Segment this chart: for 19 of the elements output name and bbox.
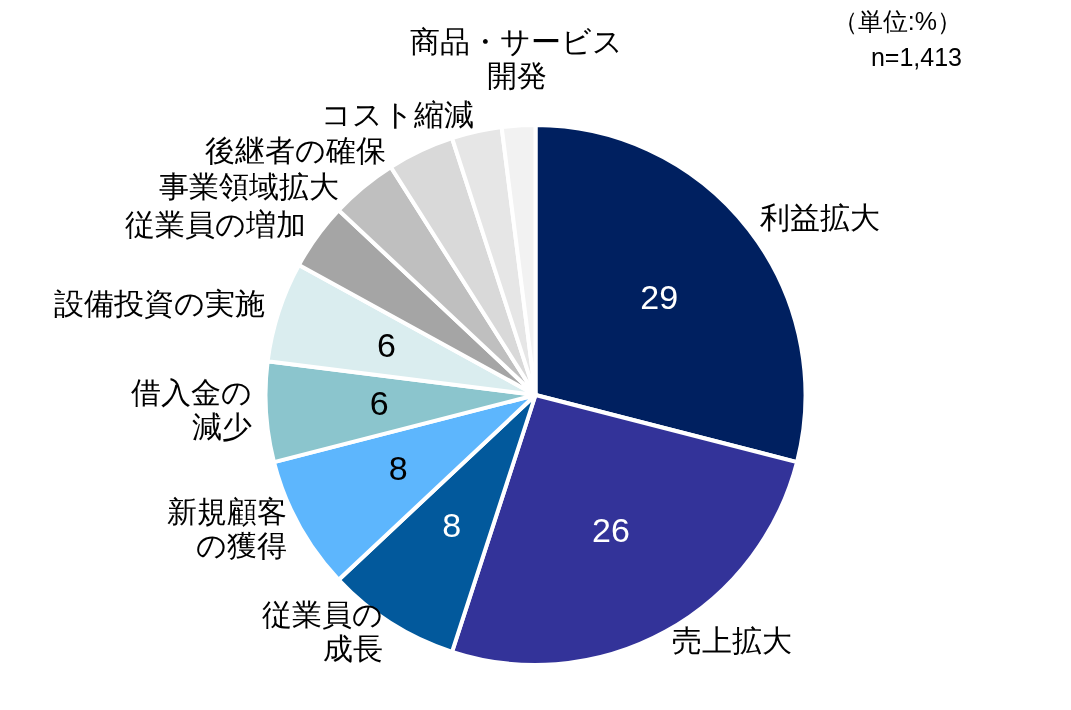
slice-label: 商品・サービス開発 [410, 24, 624, 92]
data-label: 6 [377, 325, 397, 364]
data-label: 8 [388, 449, 408, 488]
slice-label: 新規顧客の獲得 [166, 494, 287, 562]
data-label: 29 [640, 278, 679, 317]
slice-label: 従業員の増加 [124, 208, 306, 242]
slice-label: 売上拡大 [672, 623, 793, 657]
data-label: 6 [369, 383, 389, 422]
slice-label: 設備投資の実施 [54, 287, 266, 321]
slice-label: 従業員の成長 [262, 597, 384, 665]
text: n=1,413 [870, 43, 962, 71]
text: （単位:%） [832, 7, 962, 35]
slice-label: コスト縮減 [320, 97, 474, 131]
slice-label: 後継者の確保 [204, 133, 386, 167]
data-label: 8 [442, 506, 462, 545]
data-label: 26 [592, 511, 630, 550]
slice-label: 利益拡大 [759, 200, 880, 234]
slice-label: 事業領域拡大 [159, 169, 340, 203]
slice-label: 借入金の減少 [131, 375, 253, 443]
